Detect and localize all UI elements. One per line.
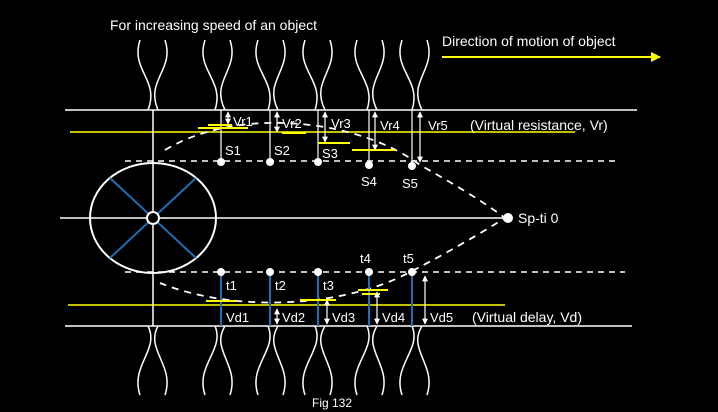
upper-strand <box>153 39 168 111</box>
virtual-resistance-label: (Virtual resistance, Vr) <box>470 117 608 133</box>
s2-point <box>266 158 274 166</box>
lower-points: t1 t2 t3 t4 t5 <box>217 251 416 326</box>
vd-arrows <box>274 275 428 325</box>
vr-arrows <box>225 111 423 163</box>
t3-label: t3 <box>323 278 334 293</box>
t5-point <box>408 268 416 276</box>
upper-strand <box>255 39 271 111</box>
upper-strand <box>219 39 233 111</box>
lower-strand <box>354 325 370 396</box>
lower-strand <box>153 325 168 396</box>
vd3-label: Vd3 <box>332 310 355 325</box>
lower-strand <box>371 325 385 396</box>
upper-strand <box>354 39 370 111</box>
lower-strand <box>202 325 218 396</box>
lower-strand <box>399 325 415 396</box>
lower-strand <box>319 325 333 396</box>
apex-point <box>503 213 513 223</box>
t1-label: t1 <box>226 278 237 293</box>
upper-strand <box>319 39 333 111</box>
upper-strand <box>302 39 318 111</box>
s3-point <box>314 158 322 166</box>
direction-label: Direction of motion of object <box>442 33 616 49</box>
lower-strand <box>272 325 286 396</box>
t2-point <box>266 268 274 276</box>
t2-label: t2 <box>275 278 286 293</box>
s5-label: S5 <box>402 176 418 191</box>
upper-strand <box>416 39 430 111</box>
upper-strands <box>137 39 430 111</box>
vr4-label: Vr4 <box>380 118 400 133</box>
s4-point <box>365 161 373 169</box>
lower-strands <box>137 325 430 396</box>
upper-strand <box>137 39 152 111</box>
lower-strand <box>137 325 152 396</box>
vd4-label: Vd4 <box>382 310 405 325</box>
upper-strand <box>272 39 286 111</box>
t4-label: t4 <box>360 251 371 266</box>
wheel <box>89 162 217 274</box>
s2-label: S2 <box>274 143 290 158</box>
s1-point <box>217 158 225 166</box>
lower-strand <box>255 325 271 396</box>
apex-label: Sp-ti 0 <box>518 210 559 226</box>
lower-strand <box>219 325 233 396</box>
vd5-label: Vd5 <box>430 310 453 325</box>
upper-strand <box>371 39 385 111</box>
s4-label: S4 <box>361 174 377 189</box>
vr2-label: Vr2 <box>282 116 302 131</box>
s1-label: S1 <box>225 143 241 158</box>
lower-strand <box>416 325 430 396</box>
lower-strand <box>302 325 318 396</box>
upper-strand <box>202 39 218 111</box>
virtual-delay-label: (Virtual delay, Vd) <box>472 309 582 325</box>
vd1-label: Vd1 <box>226 310 249 325</box>
wheel-rim <box>89 162 217 274</box>
upper-strand <box>399 39 415 111</box>
t4-point <box>365 268 373 276</box>
wheel-hub <box>146 211 160 225</box>
t1-point <box>217 268 225 276</box>
figure-caption: Fig 132 <box>312 396 352 410</box>
vd2-label: Vd2 <box>282 310 305 325</box>
t3-point <box>314 268 322 276</box>
s5-point <box>408 162 416 170</box>
s3-label: S3 <box>322 146 338 161</box>
diagram-title: For increasing speed of an object <box>110 17 317 33</box>
vr1-label: Vr1 <box>233 114 253 129</box>
t5-label: t5 <box>403 251 414 266</box>
upper-points: S1 S2 S3 S4 S5 <box>217 110 418 191</box>
vr3-label: Vr3 <box>331 116 351 131</box>
vr5-label: Vr5 <box>428 118 448 133</box>
